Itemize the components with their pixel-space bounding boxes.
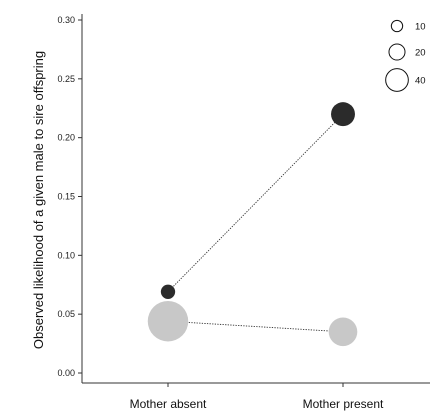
series-2-connector — [167, 320, 344, 333]
series-2-point — [328, 317, 358, 347]
series-2-point — [147, 300, 189, 342]
legend-size-label: 40 — [415, 76, 426, 87]
y-tick-label: 0.15 — [57, 192, 75, 202]
series-1-connector — [167, 113, 344, 293]
series-layer — [147, 102, 358, 347]
legend-size-label: 10 — [415, 22, 426, 33]
y-tick-label: 0.20 — [57, 133, 75, 143]
y-tick-label: 0.10 — [57, 250, 75, 260]
x-categories: Mother absent Mother present — [130, 383, 384, 411]
y-tick-label: 0.00 — [57, 368, 75, 378]
legend-size-circle — [388, 43, 406, 61]
legend-size-label: 20 — [415, 48, 426, 59]
y-tick-label: 0.30 — [57, 15, 75, 25]
x-category-label: Mother absent — [130, 397, 207, 411]
series-1-point — [160, 284, 176, 299]
legend-size-circle — [390, 19, 404, 33]
y-tick-label: 0.25 — [57, 74, 75, 84]
series-1-point — [331, 102, 355, 127]
size-legend: 10 20 40 — [385, 19, 426, 92]
x-category-label: Mother present — [303, 397, 384, 411]
y-tick-label: 0.05 — [57, 309, 75, 319]
legend-size-circle — [385, 68, 409, 92]
y-axis-label: Observed likelihood of a given male to s… — [31, 51, 46, 349]
y-ticks: 0.00 0.05 0.10 0.15 0.20 0.25 0.30 — [57, 15, 82, 378]
